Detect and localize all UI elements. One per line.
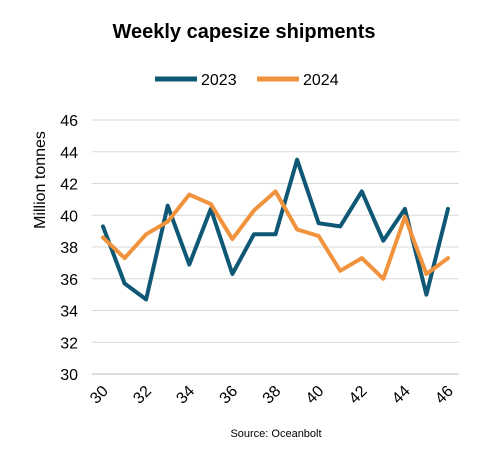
y-tick-label: 30 [60,367,78,384]
gridlines [92,119,459,375]
legend-label-2024: 2024 [303,72,339,89]
y-tick-label: 34 [60,304,78,321]
series-lines [101,157,450,302]
series-line-2024 [101,189,450,281]
y-tick-label: 38 [60,240,78,257]
x-tick-label: 30 [87,383,112,408]
chart-title: Weekly capesize shipments [112,21,375,43]
series-line-2023 [101,157,450,302]
x-tick-label: 44 [389,383,414,408]
x-tick-label: 38 [260,383,285,408]
y-tick-label: 36 [60,272,78,289]
y-tick-label: 32 [60,335,78,352]
x-tick-labels: 30 32 34 36 38 40 42 44 46 [87,383,457,408]
x-tick-label: 36 [217,383,242,408]
y-tick-label: 42 [60,177,78,194]
y-tick-label: 46 [60,113,78,130]
x-tick-label: 46 [432,383,457,408]
source-note: Source: Oceanbolt [230,428,321,440]
x-tick-label: 42 [346,383,371,408]
x-tick-label: 32 [130,383,155,408]
x-tick-label: 34 [173,383,198,408]
legend-label-2023: 2023 [201,72,237,89]
legend: 2023 2024 [155,72,339,89]
y-tick-labels: 30 32 34 36 38 40 42 44 46 [60,113,78,384]
y-axis-label: Million tonnes [32,131,49,229]
y-tick-label: 44 [60,145,78,162]
y-tick-label: 40 [60,208,78,225]
x-tick-label: 40 [303,383,328,408]
